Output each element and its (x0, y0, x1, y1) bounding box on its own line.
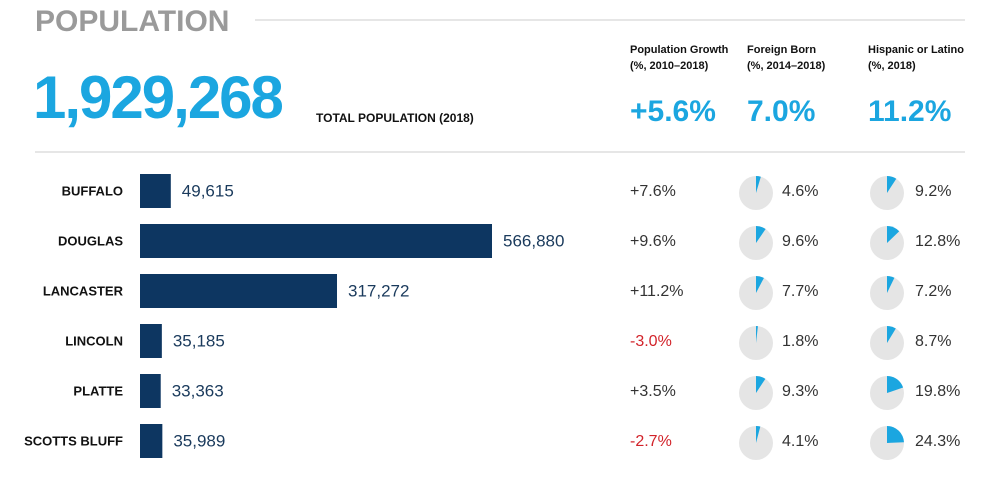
bar-label: 317,272 (348, 281, 409, 300)
growth-label: +9.6% (630, 233, 676, 250)
pie-slice (887, 426, 904, 443)
metric-value: 7.0% (747, 95, 815, 128)
county-name: DOUGLAS (58, 233, 123, 248)
pie-slice (887, 176, 897, 193)
pie-slice (756, 375, 766, 393)
bar-label: 35,185 (173, 331, 225, 350)
hispanic-label: 12.8% (915, 233, 960, 250)
county-name: LANCASTER (43, 283, 124, 298)
foreign-born-label: 1.8% (782, 333, 818, 350)
growth-label: +11.2% (630, 283, 684, 300)
pie-slice (756, 226, 766, 243)
metric-label: Hispanic or Latino (868, 44, 964, 56)
metric-sublabel: (%, 2010–2018) (630, 60, 709, 72)
pie-slice (887, 226, 900, 243)
foreign-born-label: 9.6% (782, 233, 818, 250)
metric-value: 11.2% (868, 95, 951, 128)
bar-label: 49,615 (182, 181, 234, 200)
bar (140, 174, 171, 208)
bar-label: 566,880 (503, 231, 564, 250)
pie-slice (887, 276, 895, 293)
bar (140, 274, 338, 308)
bar (140, 324, 162, 358)
pie-slice (887, 376, 904, 393)
bar-label: 35,989 (173, 431, 225, 450)
metric-label: Foreign Born (747, 44, 816, 56)
title: POPULATION (35, 5, 229, 38)
metric-sublabel: (%, 2014–2018) (747, 60, 826, 72)
hispanic-label: 24.3% (915, 433, 960, 450)
county-name: SCOTTS BLUFF (24, 433, 123, 448)
bar (140, 374, 161, 408)
metric-value: +5.6% (630, 95, 716, 128)
pie-slice (756, 176, 761, 193)
metric-sublabel: (%, 2018) (868, 60, 916, 72)
bar-label: 33,363 (172, 381, 224, 400)
pie-slice (756, 276, 764, 293)
foreign-born-label: 4.6% (782, 183, 818, 200)
foreign-born-label: 7.7% (782, 283, 818, 300)
metric-label: Population Growth (630, 44, 729, 56)
hispanic-label: 19.8% (915, 383, 960, 400)
pie-slice (756, 426, 761, 443)
county-name: PLATTE (73, 383, 123, 398)
growth-label: -3.0% (630, 333, 672, 350)
growth-label: +7.6% (630, 183, 676, 200)
bar (140, 424, 163, 458)
total-value: 1,929,268 (33, 64, 283, 131)
county-name: LINCOLN (65, 333, 123, 348)
foreign-born-label: 4.1% (782, 433, 818, 450)
county-name: BUFFALO (62, 183, 123, 198)
bar (140, 224, 492, 258)
growth-label: +3.5% (630, 383, 676, 400)
foreign-born-label: 9.3% (782, 383, 818, 400)
total-label: TOTAL POPULATION (2018) (316, 111, 474, 125)
pie-slice (756, 326, 758, 343)
hispanic-label: 7.2% (915, 283, 951, 300)
hispanic-label: 9.2% (915, 183, 951, 200)
growth-label: -2.7% (630, 433, 672, 450)
pie-slice (887, 326, 896, 343)
hispanic-label: 8.7% (915, 333, 951, 350)
